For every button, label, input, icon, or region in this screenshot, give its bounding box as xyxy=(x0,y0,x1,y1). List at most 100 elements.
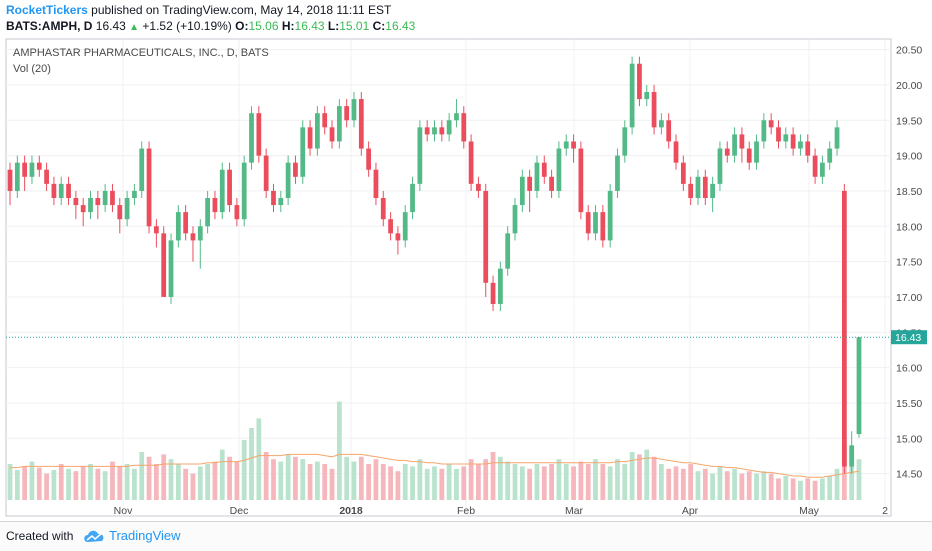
candle-body xyxy=(732,134,737,156)
candle-body xyxy=(22,162,28,177)
volume-bar xyxy=(534,464,540,500)
candle-body xyxy=(417,127,423,184)
volume-bar xyxy=(761,471,767,500)
low-value: 15.01 xyxy=(339,19,370,33)
candle-body xyxy=(556,148,562,191)
volume-bar xyxy=(505,461,511,500)
open-value: 15.06 xyxy=(248,19,279,33)
plot-frame xyxy=(5,38,892,517)
last-price: 16.43 xyxy=(95,19,126,33)
candle-body xyxy=(410,183,415,213)
volume-bar xyxy=(388,466,393,500)
volume-bar xyxy=(695,471,701,500)
volume-bar xyxy=(146,456,152,500)
candle-body xyxy=(856,337,862,435)
candle-body xyxy=(776,127,781,142)
candle-body xyxy=(761,120,767,142)
y-tick-label: 18.00 xyxy=(896,221,922,233)
volume-bar xyxy=(402,464,408,500)
volume-bar xyxy=(637,454,642,500)
price-chart[interactable]: 20.50 20.00 19.50 19.00 18.50 18.00 17.50 17.00… xyxy=(0,0,932,521)
close-label: C: xyxy=(372,19,386,33)
last-price-label: 16.43 xyxy=(895,332,921,344)
candle-body xyxy=(446,120,452,135)
volume-bar xyxy=(285,454,291,500)
volume-bar xyxy=(80,466,86,500)
volume-bar xyxy=(22,466,28,500)
candle-body xyxy=(637,63,642,100)
candle-body xyxy=(241,162,247,220)
volume-bar xyxy=(593,459,598,500)
candle-body xyxy=(505,233,511,269)
candle-body xyxy=(336,106,342,142)
volume-bar xyxy=(834,468,840,500)
candle-body xyxy=(88,198,93,213)
candle-body xyxy=(168,240,174,297)
high-label: H: xyxy=(281,19,295,33)
candle-body xyxy=(549,176,554,191)
y-tick-label: 17.50 xyxy=(896,257,922,269)
volume-bar xyxy=(132,468,137,500)
candle-body xyxy=(629,63,635,128)
last-price-tag xyxy=(891,330,927,345)
volume-bar xyxy=(51,470,57,500)
volume-bar xyxy=(241,440,247,500)
candle-body xyxy=(344,106,350,121)
volume-bar xyxy=(322,464,328,500)
candle-body xyxy=(234,205,240,220)
volume-bar xyxy=(278,461,284,500)
candle-body xyxy=(58,183,64,198)
candle-body xyxy=(322,113,328,128)
candle-body xyxy=(615,155,620,191)
candle-body xyxy=(702,176,708,198)
candle-body xyxy=(622,127,628,156)
volume-bar xyxy=(512,464,518,500)
volume-bar xyxy=(519,466,525,500)
tradingview-cloud-icon xyxy=(82,528,106,549)
author-link[interactable]: RocketTickers xyxy=(6,3,88,17)
candle-body xyxy=(110,190,115,206)
y-tick-label: 19.00 xyxy=(896,151,922,163)
volume-bar xyxy=(549,464,554,500)
volume-bar xyxy=(271,459,276,500)
candle-body xyxy=(461,113,467,142)
volume-bar xyxy=(776,478,781,500)
candle-body xyxy=(293,162,298,177)
volume-bar xyxy=(44,473,49,500)
volume-bar xyxy=(644,449,650,500)
volume-bar xyxy=(732,468,737,500)
volume-bar xyxy=(7,464,13,500)
candle-body xyxy=(644,92,650,100)
candle-body xyxy=(827,148,833,163)
volume-bar xyxy=(249,428,254,500)
volume-bar xyxy=(36,467,42,500)
candle-body xyxy=(805,141,811,156)
candle-body xyxy=(351,99,357,121)
grid xyxy=(6,39,891,516)
volume-bar xyxy=(329,468,335,500)
publish-line: RocketTickers published on TradingView.c… xyxy=(6,3,391,17)
candle-body xyxy=(651,92,657,128)
volume-bar xyxy=(139,452,145,500)
volume-bar xyxy=(66,468,71,500)
candle-body xyxy=(66,183,71,198)
candle-body xyxy=(80,205,86,213)
volume-bar xyxy=(88,464,93,500)
candle-body xyxy=(329,127,335,142)
candle-body xyxy=(710,183,715,198)
y-tick-label: 20.00 xyxy=(896,80,922,92)
low-label: L: xyxy=(327,19,340,33)
candle-body xyxy=(673,141,679,163)
volume-bar xyxy=(417,459,423,500)
candle-body xyxy=(497,268,503,304)
volume-bar xyxy=(373,459,379,500)
candle-body xyxy=(227,169,232,206)
volume-bar xyxy=(563,464,569,500)
candle-body xyxy=(51,183,57,198)
y-tick-label: 18.50 xyxy=(896,186,922,198)
volume-bar xyxy=(432,466,437,500)
tradingview-logo-text[interactable]: TradingView xyxy=(109,528,181,543)
volume-bar xyxy=(578,461,584,500)
candle-body xyxy=(754,141,759,163)
candle-body xyxy=(73,198,79,206)
